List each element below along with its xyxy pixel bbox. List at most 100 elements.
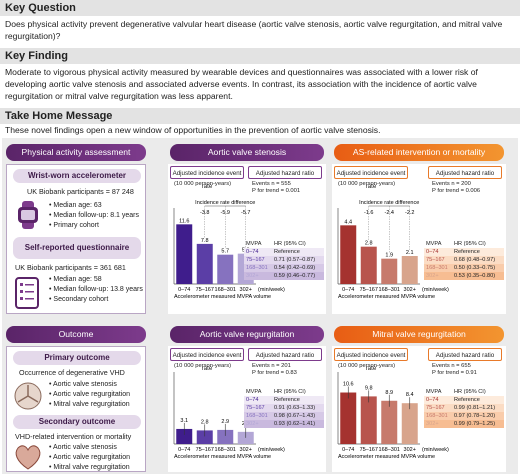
secondary-title: Secondary outcome xyxy=(13,415,141,429)
questionnaire-icon xyxy=(15,277,39,309)
unit-label: (min/week) xyxy=(422,447,449,453)
hr-col: HR (95% CI) xyxy=(274,389,306,395)
x-axis-label: Accelerometer measured MVPA volume xyxy=(338,454,435,460)
unit-label: (min/week) xyxy=(258,287,285,293)
wrist-participants: UK Biobank participants = 87 248 xyxy=(27,187,134,196)
hr-row-category: 0–74 xyxy=(426,397,439,403)
p-for-trend: P for trend = 0.83 xyxy=(252,370,297,376)
hr-row-value: 0.54 (0.42–0.69) xyxy=(274,265,316,271)
hr-row-value: 0.91 (0.63–1.33) xyxy=(274,405,316,411)
outcome-box: Primary outcome Occurrence of degenerati… xyxy=(6,346,146,472)
hr-row-category: 302+ xyxy=(246,421,259,427)
hr-table-header: MVPA HR (95% CI) xyxy=(424,240,504,248)
hr-row-category: 0–74 xyxy=(246,249,259,255)
hr-row-category: 168–301 xyxy=(246,265,268,271)
ird-value: -2.2 xyxy=(405,210,414,216)
hr-row-value: 0.99 (0.79–1.25) xyxy=(454,421,496,427)
ird-value: -2.4 xyxy=(385,210,394,216)
bar-value-label: 10.6 xyxy=(343,382,354,388)
hr-row-category: 75–167 xyxy=(426,257,445,263)
events-count: Events n = 200 xyxy=(432,181,471,187)
category-tick-label: 302+ xyxy=(240,287,252,293)
bar-value-label: 1.9 xyxy=(385,253,393,259)
secondary-bullet-0: • Aortic valve stenosis xyxy=(49,444,117,451)
unit-label: (min/week) xyxy=(422,287,449,293)
hr-table-row: 302+ 0.59 (0.46–0.77) xyxy=(244,272,324,280)
hr-table-header: MVPA HR (95% CI) xyxy=(424,388,504,396)
self-title: Self-reported questionnaire xyxy=(13,237,141,259)
per-person-years: (10 000 person-years) xyxy=(338,363,396,369)
hr-table-row: 75–167 0.68 (0.48–0.97) xyxy=(424,256,504,264)
bar-chart: 11.60–747.875–1675.7168–3015.9302+(min/w… xyxy=(173,200,285,300)
hr-table-row: 75–167 0.71 (0.57–0.87) xyxy=(244,256,324,264)
mvpa-col: MVPA xyxy=(426,389,442,395)
category-tick-label: 75–167 xyxy=(196,287,214,293)
hr-table: MVPA HR (95% CI) 0–74 Reference 75–167 0.68 (… xyxy=(424,240,504,280)
bar xyxy=(340,225,357,284)
adjusted-rate-tab: Adjusted incidence event rate xyxy=(170,348,244,372)
chart-title-aortic-stenosis: Aortic valve stenosis xyxy=(170,144,324,161)
hr-row-category: 168–301 xyxy=(426,413,448,419)
secondary-bullet-1: • Aortic valve regurgitation xyxy=(49,454,131,461)
ird-label: Incidence rate difference xyxy=(195,200,255,206)
bar-value-label: 4.4 xyxy=(344,219,352,225)
pa-assessment-pill: Physical activity assessment xyxy=(6,144,146,161)
hr-row-value: 0.97 (0.78–1.20) xyxy=(454,413,496,419)
bar-value-label: 3.1 xyxy=(180,418,188,424)
mvpa-col: MVPA xyxy=(246,241,262,247)
ird-value: -5.9 xyxy=(221,210,230,216)
heart-icon xyxy=(15,445,41,470)
bar-value-label: 8.4 xyxy=(406,392,414,398)
bar-value-label: 2.8 xyxy=(365,241,373,247)
hr-table-row: 168–301 0.54 (0.42–0.69) xyxy=(244,264,324,272)
events-count: Events n = 201 xyxy=(252,363,291,369)
bar-chart: 3.10–742.875–1672.9168–3012.5302+(min/we… xyxy=(173,372,285,460)
hr-table-row: 302+ 0.53 (0.35–0.80) xyxy=(424,272,504,280)
per-person-years: (10 000 person-years) xyxy=(338,181,396,187)
bar xyxy=(360,246,377,284)
key-finding-header: Key Finding xyxy=(0,48,520,64)
hr-row-category: 75–167 xyxy=(246,405,265,411)
hr-table-row: 75–167 0.91 (0.63–1.33) xyxy=(244,404,324,412)
bar xyxy=(360,396,377,444)
bar-value-label: 2.1 xyxy=(406,250,414,256)
category-tick-label: 302+ xyxy=(404,287,416,293)
hr-table-row: 168–301 0.98 (0.67–1.43) xyxy=(244,412,324,420)
bar xyxy=(217,429,234,444)
chart-card-aortic-regurgitation: Adjusted incidence event rate Adjusted ha… xyxy=(168,346,326,472)
hr-table-header: MVPA HR (95% CI) xyxy=(244,388,324,396)
p-for-trend: P for trend = 0.006 xyxy=(432,188,481,194)
bar xyxy=(217,254,234,284)
p-for-trend: P for trend = 0.001 xyxy=(252,188,301,194)
ird-label: Incidence rate difference xyxy=(359,200,419,206)
hr-table: MVPA HR (95% CI) 0–74 Reference 75–167 0.91 (… xyxy=(244,388,324,428)
adjusted-hr-tab: Adjusted hazard ratio xyxy=(428,166,502,179)
hr-row-category: 0–74 xyxy=(426,249,439,255)
hr-row-value: 0.71 (0.57–0.87) xyxy=(274,257,316,263)
hr-row-value: Reference xyxy=(454,397,480,403)
mvpa-col: MVPA xyxy=(246,389,262,395)
heart-valve-icon xyxy=(14,382,42,410)
pa-assessment-box: Wrist-worn accelerometer UK Biobank part… xyxy=(6,164,146,314)
hr-table-row: 302+ 0.93 (0.62–1.41) xyxy=(244,420,324,428)
chart-title-aortic-regurgitation: Aortic valve regurgitation xyxy=(170,326,324,343)
hr-row-value: 0.93 (0.62–1.41) xyxy=(274,421,316,427)
primary-bullet-2: • Mitral valve regurgitation xyxy=(49,401,130,408)
x-axis-label: Accelerometer measured MVPA volume xyxy=(174,454,271,460)
chart-card-mitral-regurgitation: Adjusted incidence event rate Adjusted ha… xyxy=(332,346,506,472)
category-tick-label: 75–167 xyxy=(360,447,378,453)
hr-row-category: 168–301 xyxy=(426,265,448,271)
hr-table-row: 0–74 Reference xyxy=(424,396,504,404)
ird-value: -1.6 xyxy=(364,210,373,216)
self-bullet-1: • Median follow-up: 13.8 years xyxy=(49,286,143,293)
hr-row-category: 302+ xyxy=(426,421,439,427)
bar xyxy=(237,431,254,444)
category-tick-label: 302+ xyxy=(404,447,416,453)
hr-table-row: 75–167 0.99 (0.81–1.21) xyxy=(424,404,504,412)
bar xyxy=(381,258,398,284)
hr-row-value: 0.53 (0.35–0.80) xyxy=(454,273,496,279)
hr-col: HR (95% CI) xyxy=(274,241,306,247)
mvpa-col: MVPA xyxy=(426,241,442,247)
key-question-header: Key Question xyxy=(0,0,520,16)
hr-table: MVPA HR (95% CI) 0–74 Reference 75–167 0.99 (… xyxy=(424,388,504,428)
